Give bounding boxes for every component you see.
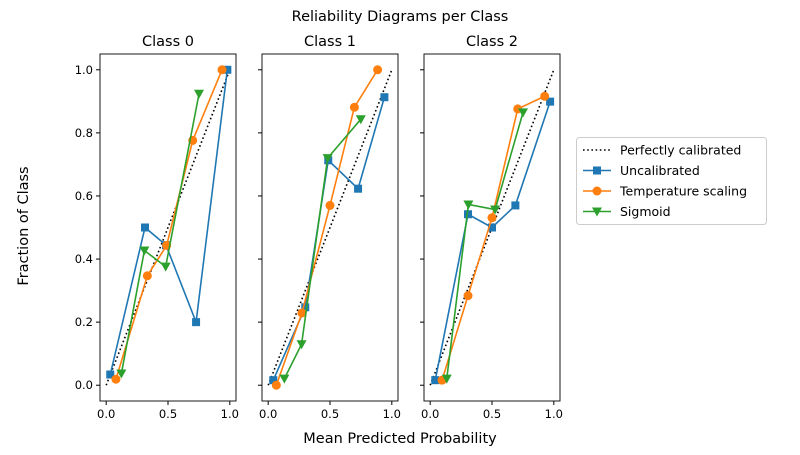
data-point: [279, 374, 290, 384]
data-point: [463, 291, 473, 301]
y-tick-label: 0.6: [75, 189, 93, 203]
x-tick-label: 0.5: [321, 407, 339, 421]
series-line-sigmoid: [120, 93, 200, 374]
data-point: [540, 91, 550, 101]
data-point: [142, 271, 152, 281]
legend-label: Sigmoid: [620, 204, 671, 219]
data-point: [488, 223, 496, 232]
data-point: [296, 340, 307, 350]
data-point: [349, 102, 359, 112]
x-axis-label: Mean Predicted Probability: [303, 431, 497, 447]
data-point: [116, 369, 127, 379]
x-tick-label: 0.5: [483, 407, 501, 421]
subplot-class-2: Class 2 0.0 0.5 1.0: [420, 34, 563, 421]
legend-marker: [592, 207, 602, 217]
data-point: [354, 184, 363, 193]
data-point: [463, 200, 474, 210]
series-line-sigmoid: [445, 112, 524, 379]
y-tick-label: 0.2: [75, 315, 93, 329]
data-point: [380, 93, 389, 102]
x-tick-label: 1.0: [221, 407, 239, 421]
x-tick-label: 1.0: [383, 407, 401, 421]
series-line-uncalibrated: [109, 69, 229, 375]
legend-label: Uncalibrated: [620, 163, 700, 178]
data-point: [487, 213, 497, 223]
y-tick-label: 0.8: [75, 126, 93, 140]
x-tick-label: 0.0: [421, 407, 439, 421]
perfect-calibration-line: [105, 69, 231, 386]
y-axis-label: Fraction of Class: [16, 166, 32, 285]
data-point: [301, 303, 310, 312]
data-point: [271, 380, 281, 390]
data-point: [355, 115, 366, 125]
y-tick-label: 0.0: [75, 378, 93, 392]
legend-label: Perfectly calibrated: [620, 143, 741, 158]
data-point: [490, 205, 501, 215]
legend-box: [576, 137, 767, 225]
data-point: [111, 374, 121, 384]
data-point: [194, 89, 205, 99]
subplot-title: Class 2: [466, 34, 518, 50]
data-point: [441, 374, 452, 384]
x-tick-label: 0.0: [259, 407, 277, 421]
data-point: [223, 65, 232, 74]
data-point: [139, 246, 150, 256]
x-tick-label: 0.0: [97, 407, 115, 421]
data-point: [106, 370, 115, 379]
series-line-uncalibrated: [272, 96, 386, 381]
subplot-title: Class 0: [142, 34, 194, 50]
legend-label: Temperature scaling: [619, 184, 747, 199]
data-point: [141, 223, 150, 232]
data-point: [192, 318, 201, 327]
y-tick-label: 0.4: [75, 252, 93, 266]
data-point: [160, 262, 171, 272]
data-point: [217, 65, 227, 75]
subplot-class-1: Class 1 0.0 0.5 1.0: [258, 34, 401, 421]
subplot-title: Class 1: [304, 34, 356, 50]
x-tick-label: 1.0: [545, 407, 563, 421]
legend-marker: [592, 186, 602, 196]
data-point: [297, 308, 307, 318]
data-point: [269, 376, 278, 385]
subplots: Class 00.0 0.5 1.00.00.20.40.60.81.0Class …: [75, 34, 563, 421]
chart-suptitle: Reliability Diagrams per Class: [292, 9, 509, 25]
data-point: [546, 97, 555, 106]
data-point: [322, 154, 333, 164]
perfect-calibration-line: [267, 69, 393, 386]
data-point: [431, 376, 440, 385]
data-point: [373, 65, 383, 75]
y-tick-label: 1.0: [75, 63, 93, 77]
data-point: [325, 200, 335, 210]
subplot-class-0: Class 0 0.0 0.5 1.0 0.0 0.2 0.4 0.6 0.8 1.0: [75, 34, 239, 421]
data-point: [464, 210, 473, 219]
legend-marker: [593, 166, 601, 175]
series-line-temperature-scaling: [441, 95, 546, 381]
legend: Perfectly calibrated Uncalibrated Temperat…: [576, 137, 767, 225]
data-point: [511, 201, 520, 210]
data-point: [518, 108, 529, 118]
series-line-sigmoid: [283, 118, 362, 379]
x-tick-label: 0.5: [159, 407, 177, 421]
